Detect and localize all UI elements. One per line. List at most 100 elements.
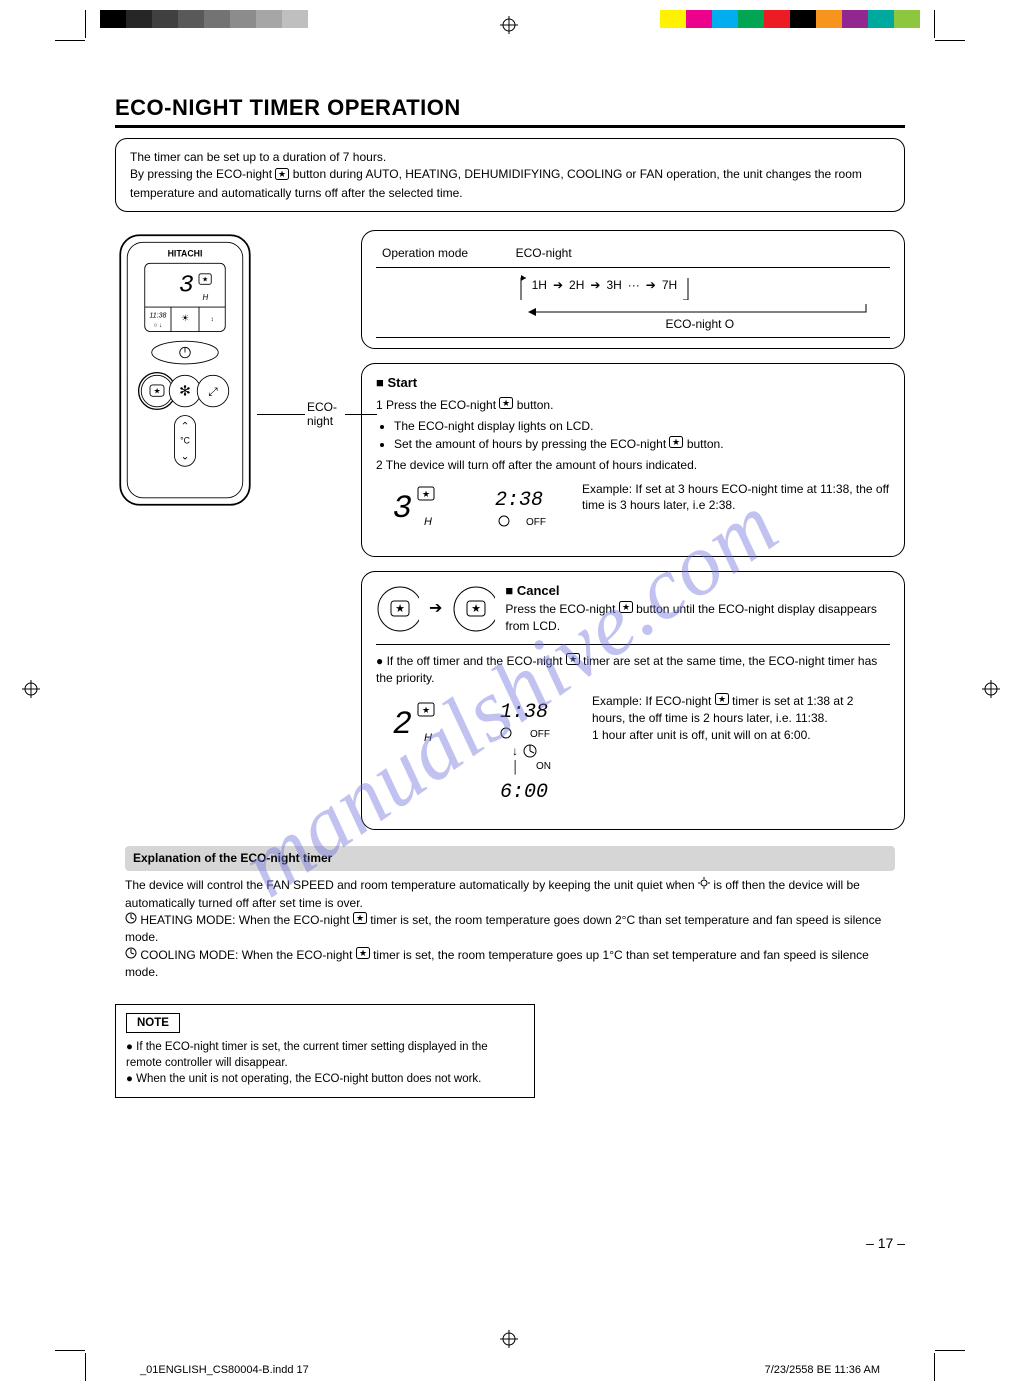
note-box: NOTE ● If the ECO-night timer is set, th… bbox=[115, 1004, 535, 1098]
lcd-time-1: 2:38 OFF bbox=[474, 481, 564, 546]
svg-text:6:00: 6:00 bbox=[500, 781, 548, 804]
eco-night-icon: ★ bbox=[566, 653, 580, 665]
explanation-body: The device will control the FAN SPEED an… bbox=[125, 877, 895, 912]
note-bullet-1: ● If the ECO-night timer is set, the cur… bbox=[126, 1039, 524, 1071]
swatch bbox=[256, 10, 282, 28]
start-heading: ■ Start bbox=[376, 374, 890, 393]
swatch bbox=[712, 10, 738, 28]
svg-text:↓: ↓ bbox=[512, 744, 518, 758]
svg-text:★: ★ bbox=[153, 387, 160, 396]
priority-note: ● If the off timer and the ECO-night ★ t… bbox=[376, 653, 890, 688]
svg-text:✻: ✻ bbox=[179, 383, 191, 399]
page-root: manualshive.com ECO-NIGHT TIMER OPERATIO… bbox=[0, 0, 1020, 1391]
swatch bbox=[842, 10, 868, 28]
svg-text:★: ★ bbox=[672, 437, 680, 447]
swatch bbox=[894, 10, 920, 28]
callout-label: ECO-night bbox=[305, 400, 345, 428]
svg-text:★: ★ bbox=[359, 948, 367, 958]
svg-text:2: 2 bbox=[393, 706, 412, 743]
swatch bbox=[764, 10, 790, 28]
swatch bbox=[686, 10, 712, 28]
crop-mark bbox=[85, 1353, 86, 1381]
footer-filename: _01ENGLISH_CS80004-B.indd 17 bbox=[140, 1364, 309, 1376]
clock-icon bbox=[125, 912, 137, 924]
start-step-1: 1 Press the ECO-night ★ button. bbox=[376, 397, 890, 414]
intro-line-2: By pressing the ECO-night ★ button durin… bbox=[130, 166, 890, 202]
svg-text:⤢: ⤢ bbox=[208, 387, 217, 399]
svg-text:ON: ON bbox=[536, 761, 551, 772]
example-1-text: Example: If set at 3 hours ECO-night tim… bbox=[582, 481, 890, 515]
svg-text:☀: ☀ bbox=[181, 313, 189, 323]
lcd-example-1: 3 ★ H bbox=[376, 481, 456, 546]
note-label: NOTE bbox=[126, 1013, 180, 1033]
button-press-before-icon: ★ bbox=[376, 585, 419, 633]
cancel-step: Press the ECO-night ★ button until the E… bbox=[505, 601, 890, 636]
lcd-time-2: 1:38 OFF ↓ │ ON 6:00 bbox=[474, 693, 574, 818]
start-bullet-a: The ECO-night display lights on LCD. bbox=[394, 418, 890, 435]
cycle-sequence: 1H ➔ 2H ➔ 3H ··· ➔ 7H bbox=[516, 272, 884, 300]
swatch bbox=[152, 10, 178, 28]
svg-text:⌄: ⌄ bbox=[181, 451, 190, 463]
svg-text:★: ★ bbox=[471, 603, 481, 615]
svg-text:2:38: 2:38 bbox=[495, 489, 543, 512]
eco-night-icon: ★ bbox=[499, 397, 513, 409]
note-bullet-2: ● When the unit is not operating, the EC… bbox=[126, 1071, 524, 1087]
registration-mark-icon bbox=[500, 16, 518, 34]
crop-mark bbox=[85, 10, 86, 38]
eco-night-icon: ★ bbox=[619, 601, 633, 613]
registration-mark-icon bbox=[982, 680, 1000, 698]
button-press-after-icon: ★ bbox=[452, 585, 495, 633]
footer-date: 7/23/2558 BE 11:36 AM bbox=[765, 1364, 880, 1376]
swatch bbox=[100, 10, 126, 28]
crop-mark bbox=[935, 40, 965, 41]
swatch bbox=[126, 10, 152, 28]
swatch bbox=[660, 10, 686, 28]
swatch bbox=[178, 10, 204, 28]
cancel-panel: ★ ➔ ★ ■ Cancel Press the ECO-night bbox=[361, 571, 905, 830]
swatch bbox=[790, 10, 816, 28]
crop-mark bbox=[55, 40, 85, 41]
svg-text:⌃: ⌃ bbox=[181, 421, 190, 433]
svg-text:3: 3 bbox=[179, 273, 194, 300]
page-number: – 17 – bbox=[866, 1235, 905, 1251]
swatch bbox=[282, 10, 308, 28]
title-rule bbox=[115, 125, 905, 128]
svg-text:H: H bbox=[424, 516, 432, 528]
start-bullet-b: Set the amount of hours by pressing the … bbox=[394, 436, 890, 453]
col-eco-night: ECO-night bbox=[510, 241, 890, 267]
clock-icon bbox=[125, 947, 137, 959]
heating-line: HEATING MODE: When the ECO-night ★ timer… bbox=[125, 912, 895, 947]
swatch bbox=[816, 10, 842, 28]
svg-text:○ ↓: ○ ↓ bbox=[154, 323, 162, 330]
svg-text:OFF: OFF bbox=[526, 517, 546, 528]
example-2-text: Example: If ECO-night ★ timer is set at … bbox=[592, 693, 890, 743]
cooling-line: COOLING MODE: When the ECO-night ★ timer… bbox=[125, 947, 895, 982]
registration-mark-icon bbox=[500, 1330, 518, 1348]
return-arrow-icon bbox=[516, 302, 876, 316]
svg-text:│: │ bbox=[512, 760, 520, 775]
svg-text:★: ★ bbox=[395, 603, 405, 615]
crop-mark bbox=[934, 1353, 935, 1381]
explanation-section: Explanation of the ECO-night timer The d… bbox=[115, 838, 905, 990]
operation-mode-panel: Operation mode ECO-night 1H ➔ 2H bbox=[361, 230, 905, 349]
svg-text:★: ★ bbox=[356, 913, 364, 923]
grayscale-bar bbox=[100, 10, 308, 28]
svg-text:★: ★ bbox=[622, 602, 630, 612]
remote-diagram: HITACHI 3 ★ H 11:38 ○ ↓ ☀ ↕ bbox=[115, 230, 345, 829]
swatch bbox=[738, 10, 764, 28]
swatch bbox=[868, 10, 894, 28]
eco-night-icon: ★ bbox=[356, 947, 370, 959]
col-op-mode: Operation mode bbox=[376, 241, 510, 267]
intro-box: The timer can be set up to a duration of… bbox=[115, 138, 905, 212]
svg-text:★: ★ bbox=[502, 398, 510, 408]
remote-brand: HITACHI bbox=[168, 249, 203, 259]
svg-text:★: ★ bbox=[718, 694, 726, 704]
svg-text:OFF: OFF bbox=[530, 729, 550, 740]
svg-text:★: ★ bbox=[422, 489, 430, 499]
start-step-2: 2 The device will turn off after the amo… bbox=[376, 457, 890, 474]
svg-text:H: H bbox=[424, 732, 432, 744]
eco-night-icon: ★ bbox=[715, 693, 729, 705]
svg-text:★: ★ bbox=[202, 276, 208, 284]
lcd-num: 3 bbox=[393, 490, 412, 527]
crop-mark bbox=[934, 10, 935, 38]
